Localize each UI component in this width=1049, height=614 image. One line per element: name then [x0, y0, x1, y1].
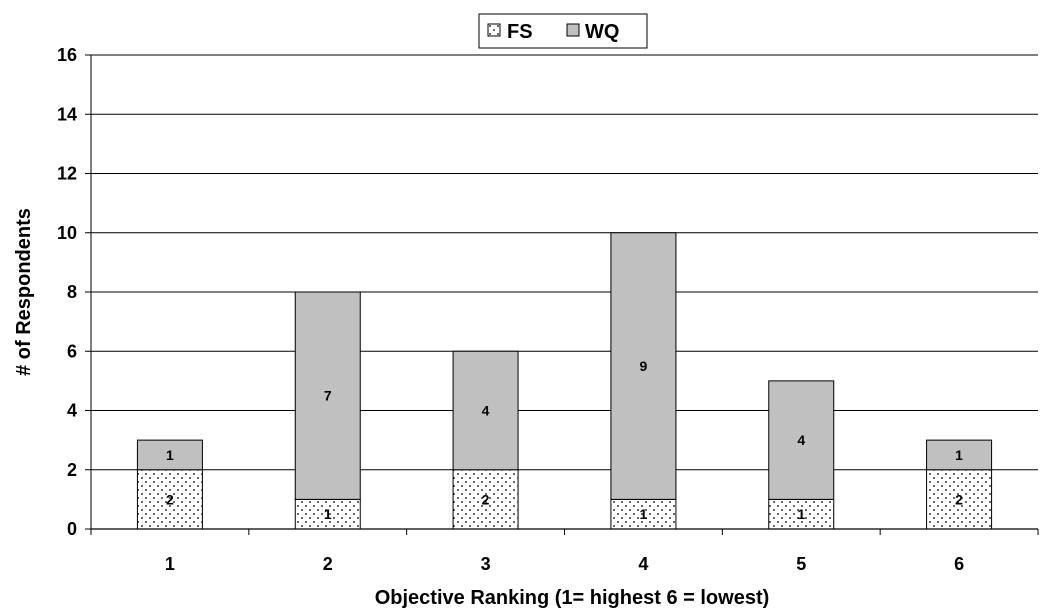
bar-wq-4 — [610, 232, 677, 500]
bar-wq-3 — [452, 350, 519, 471]
y-tick-label-10: 10 — [57, 223, 77, 243]
x-tick-label-6: 6 — [954, 554, 964, 574]
y-tick-label-12: 12 — [57, 164, 77, 184]
data-label-fs-6: 2 — [955, 491, 963, 507]
gridlines — [91, 54, 1038, 471]
data-label-wq-6: 1 — [955, 447, 963, 463]
y-tick-label-4: 4 — [67, 401, 77, 421]
legend-box — [478, 13, 648, 49]
bar-fs-2 — [294, 498, 361, 530]
x-tick-label-4: 4 — [638, 554, 648, 574]
data-label-wq-5: 4 — [797, 432, 805, 448]
data-label-fs-5: 1 — [797, 506, 805, 522]
y-axis-title: # of Respondents — [13, 208, 35, 376]
bar-wq-5 — [768, 380, 835, 500]
bar-fs-6 — [926, 469, 993, 530]
y-tick-label-14: 14 — [57, 104, 77, 124]
bar-wq-2 — [294, 291, 361, 500]
data-label-wq-2: 7 — [324, 388, 332, 404]
y-tick-label-16: 16 — [57, 45, 77, 65]
legend-label-wq: WQ — [585, 21, 619, 43]
data-label-wq-4: 9 — [640, 358, 648, 374]
legend: FS WQ — [478, 13, 648, 49]
data-label-fs-1: 2 — [166, 491, 174, 507]
y-tick-label-6: 6 — [67, 341, 77, 361]
data-label-fs-2: 1 — [324, 506, 332, 522]
legend-swatch-wq — [566, 23, 580, 37]
y-tick-label-8: 8 — [67, 282, 77, 302]
y-tick-label-0: 0 — [67, 519, 77, 539]
bar-fs-3 — [452, 469, 519, 530]
data-labels: 2 1 1 7 2 4 1 9 1 4 2 1 — [166, 358, 963, 522]
bar-wq-6 — [926, 439, 993, 471]
data-label-wq-3: 4 — [482, 403, 490, 419]
data-label-fs-4: 1 — [640, 506, 648, 522]
x-tick-label-2: 2 — [323, 554, 333, 574]
legend-label-fs: FS — [507, 21, 533, 43]
bar-wq-1 — [136, 439, 203, 471]
legend-swatch-fs — [487, 23, 501, 37]
y-tick-label-2: 2 — [67, 460, 77, 480]
bars — [136, 232, 993, 530]
x-tick-label-3: 3 — [481, 554, 491, 574]
x-axis-title: Objective Ranking (1= highest 6 = lowest… — [375, 587, 770, 609]
data-label-wq-1: 1 — [166, 447, 174, 463]
x-tick-label-5: 5 — [796, 554, 806, 574]
bar-fs-1 — [136, 469, 203, 530]
x-tick-label-1: 1 — [165, 554, 175, 574]
data-label-fs-3: 2 — [482, 491, 490, 507]
